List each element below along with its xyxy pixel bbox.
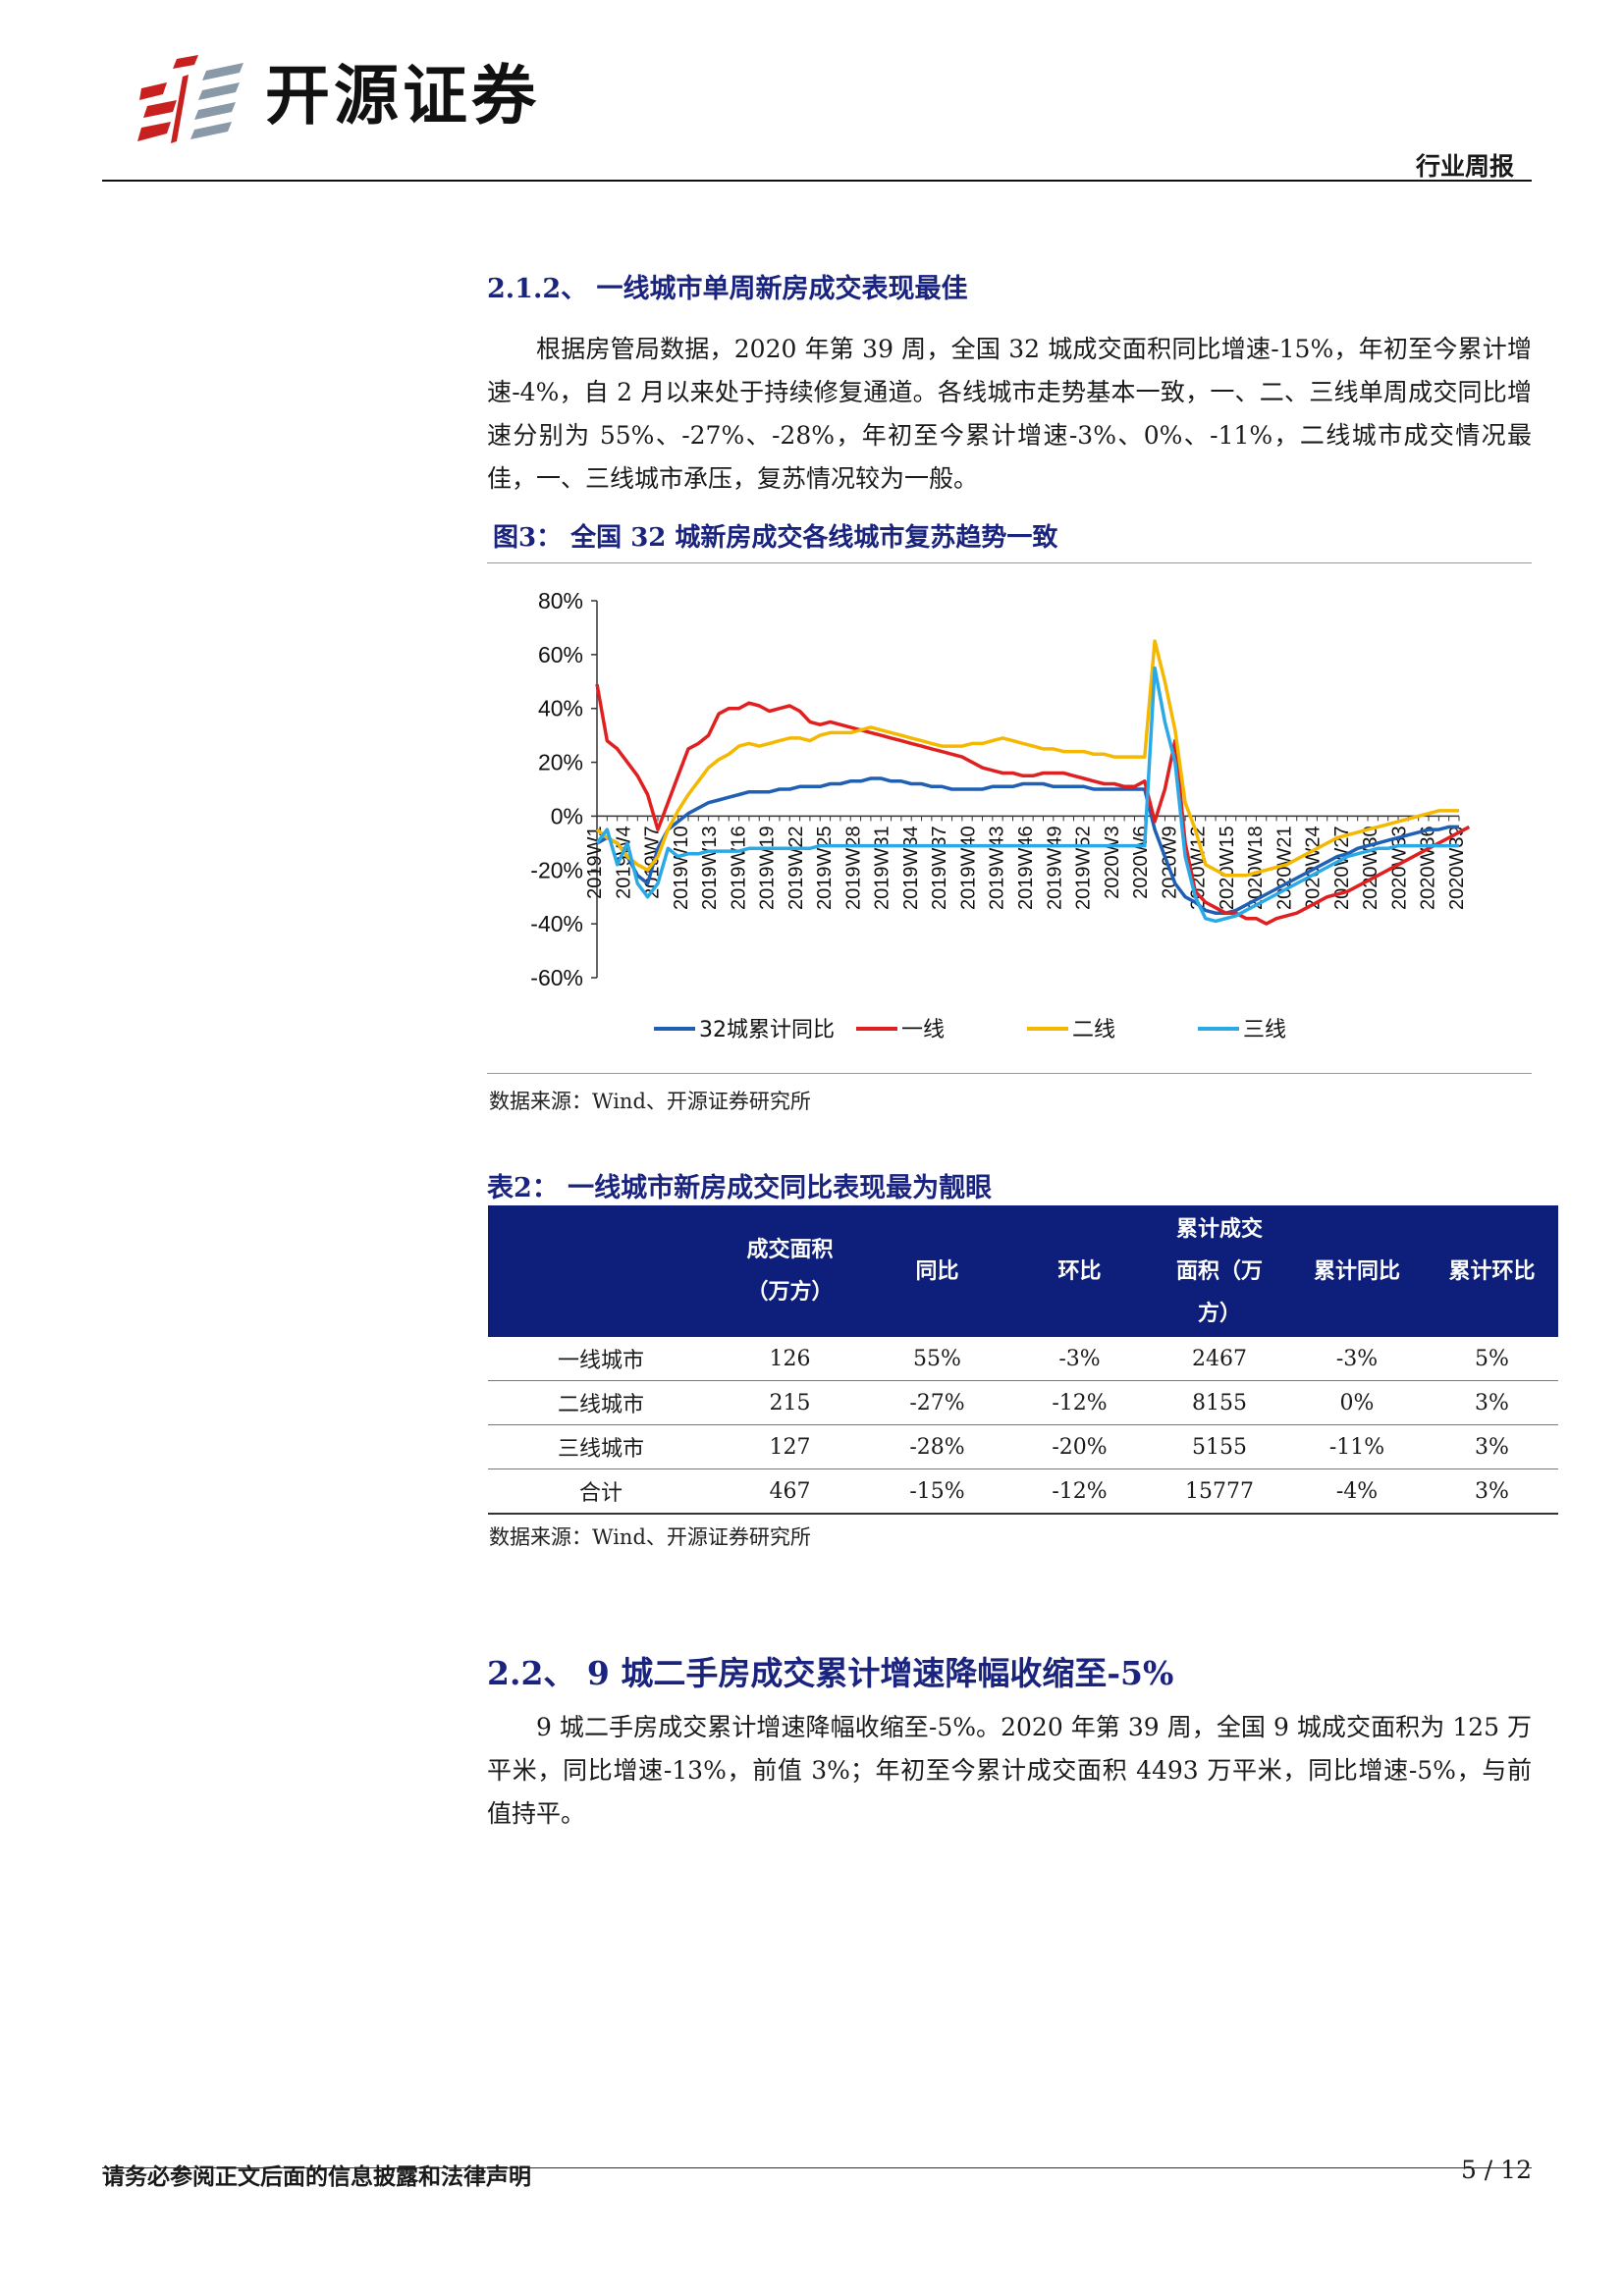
x-tick-label: 2019W28 bbox=[842, 826, 864, 910]
page-number: 5 / 12 bbox=[1460, 2156, 1532, 2184]
table-cell: 一线城市 bbox=[488, 1337, 714, 1381]
table-cell: 467 bbox=[714, 1468, 866, 1515]
table-cell: 8155 bbox=[1151, 1380, 1288, 1425]
table-cell: -28% bbox=[866, 1424, 1008, 1469]
table-header-cell: 成交面积（万方） bbox=[714, 1205, 866, 1337]
table-cell: 215 bbox=[714, 1380, 866, 1425]
x-tick-label: 2019W46 bbox=[1015, 826, 1037, 910]
table-cell: 55% bbox=[866, 1337, 1008, 1381]
table-cell: -3% bbox=[1008, 1337, 1151, 1381]
x-tick-label: 2020W15 bbox=[1217, 826, 1238, 910]
y-tick-label: 80% bbox=[538, 588, 583, 614]
company-logo bbox=[137, 55, 244, 143]
x-tick-label: 2019W37 bbox=[929, 826, 950, 910]
table-cell: 3% bbox=[1426, 1468, 1558, 1515]
table-row: 一线城市 126 55% -3% 2467 -3% 5% bbox=[488, 1337, 1558, 1381]
x-tick-label: 2019W1 bbox=[584, 826, 606, 899]
table-cell: -3% bbox=[1288, 1337, 1426, 1381]
legend-label: 32城累计同比 bbox=[699, 1018, 835, 1042]
table-cell: 二线城市 bbox=[488, 1380, 714, 1425]
table-cell: 2467 bbox=[1151, 1337, 1288, 1381]
y-tick-label: -20% bbox=[530, 857, 583, 882]
x-tick-label: 2019W13 bbox=[699, 826, 721, 910]
table-cell: -20% bbox=[1008, 1424, 1151, 1469]
table-cell: 合计 bbox=[488, 1468, 714, 1515]
x-tick-label: 2020W3 bbox=[1102, 826, 1123, 899]
table-header-cell: 同比 bbox=[866, 1205, 1008, 1337]
x-tick-label: 2019W10 bbox=[671, 826, 692, 910]
x-tick-label: 2020W36 bbox=[1418, 826, 1439, 910]
table-cell: 三线城市 bbox=[488, 1424, 714, 1469]
legend-label: 三线 bbox=[1243, 1018, 1286, 1042]
table-cell: -11% bbox=[1288, 1424, 1426, 1469]
table-title: 表2： 一线城市新房成交同比表现最为靓眼 bbox=[487, 1173, 993, 1203]
y-tick-label: -60% bbox=[530, 965, 583, 990]
x-tick-label: 2020W18 bbox=[1245, 826, 1267, 910]
x-tick-label: 2019W52 bbox=[1073, 826, 1095, 910]
figure-title: 图3： 全国 32 城新房成交各线城市复苏趋势一致 bbox=[487, 518, 1532, 563]
table-cell: 5% bbox=[1426, 1337, 1558, 1381]
x-tick-label: 2019W43 bbox=[987, 826, 1008, 910]
section-heading-22: 2.2、 9 城二手房成交累计增速降幅收缩至-5% bbox=[487, 1654, 1174, 1692]
data-table: 成交面积（万方） 同比 环比 累计成交面积（万方） 累计同比 累计环比 一线城市… bbox=[488, 1205, 1558, 1515]
table-cell: 0% bbox=[1288, 1380, 1426, 1425]
x-tick-label: 2019W19 bbox=[757, 826, 779, 910]
section-22-paragraph: 9 城二手房成交累计增速降幅收缩至-5%。2020 年第 39 周，全国 9 城… bbox=[487, 1713, 1532, 1828]
table-header-cell bbox=[488, 1205, 714, 1337]
section-heading-212: 2.1.2、 一线城市单周新房成交表现最佳 bbox=[487, 274, 968, 304]
y-tick-label: 60% bbox=[538, 642, 583, 667]
table-header-cell: 累计同比 bbox=[1288, 1205, 1426, 1337]
figure-bottom-rule bbox=[487, 1073, 1532, 1074]
series-line bbox=[595, 683, 1471, 926]
x-tick-label: 2019W49 bbox=[1044, 826, 1065, 910]
table-header-cell: 累计环比 bbox=[1426, 1205, 1558, 1337]
table-cell: 126 bbox=[714, 1337, 866, 1381]
series-line bbox=[595, 666, 1459, 924]
x-tick-label: 2020W6 bbox=[1130, 826, 1152, 899]
series-line bbox=[596, 776, 1459, 915]
table-source: 数据来源：Wind、开源证券研究所 bbox=[489, 1525, 811, 1549]
series-line bbox=[595, 639, 1459, 878]
brand-name: 开源证券 bbox=[265, 58, 540, 133]
x-tick-label: 2019W22 bbox=[785, 826, 807, 910]
table-cell: 5155 bbox=[1151, 1424, 1288, 1469]
header-rule bbox=[102, 180, 1532, 182]
y-tick-label: 20% bbox=[538, 750, 583, 775]
y-tick-label: 0% bbox=[551, 803, 583, 828]
table-cell: -12% bbox=[1008, 1468, 1151, 1515]
section-212-paragraph: 根据房管局数据，2020 年第 39 周，全国 32 城成交面积同比增速-15%… bbox=[487, 335, 1532, 493]
footer-disclaimer: 请务必参阅正文后面的信息披露和法律声明 bbox=[102, 2164, 531, 2190]
table-header-cell: 环比 bbox=[1008, 1205, 1151, 1337]
table-header-cell: 累计成交面积（万方） bbox=[1151, 1205, 1288, 1337]
table-cell: 15777 bbox=[1151, 1468, 1288, 1515]
x-tick-label: 2020W30 bbox=[1360, 826, 1381, 910]
figure-source: 数据来源：Wind、开源证券研究所 bbox=[489, 1090, 811, 1113]
table-row: 合计 467 -15% -12% 15777 -4% 3% bbox=[488, 1468, 1558, 1515]
line-chart: 80%60%40%20%0%-20%-40%-60%2019W1 2019W4 20… bbox=[530, 588, 1471, 1042]
y-tick-label: 40% bbox=[538, 696, 583, 721]
table-row: 三线城市 127 -28% -20% 5155 -11% 3% bbox=[488, 1424, 1558, 1469]
footer-rule bbox=[102, 2167, 1532, 2168]
report-type: 行业周报 bbox=[1415, 152, 1514, 181]
y-tick-label: -40% bbox=[530, 911, 583, 936]
x-tick-label: 2019W34 bbox=[900, 826, 922, 910]
x-tick-label: 2019W16 bbox=[728, 826, 749, 910]
x-tick-label: 2019W25 bbox=[814, 826, 836, 910]
legend-label: 二线 bbox=[1072, 1018, 1115, 1042]
legend-label: 一线 bbox=[901, 1018, 945, 1042]
table-row: 二线城市 215 -27% -12% 8155 0% 3% bbox=[488, 1380, 1558, 1425]
table-cell: -15% bbox=[866, 1468, 1008, 1515]
x-tick-label: 2020W27 bbox=[1331, 826, 1353, 910]
table-cell: 127 bbox=[714, 1424, 866, 1469]
x-tick-label: 2019W40 bbox=[957, 826, 979, 910]
table-cell: -12% bbox=[1008, 1380, 1151, 1425]
x-tick-label: 2019W31 bbox=[872, 826, 893, 910]
table-cell: 3% bbox=[1426, 1424, 1558, 1469]
section-212-body: 根据房管局数据，2020 年第 39 周，全国 32 城成交面积同比增速-15%… bbox=[487, 328, 1532, 501]
table-header-row: 成交面积（万方） 同比 环比 累计成交面积（万方） 累计同比 累计环比 bbox=[488, 1205, 1558, 1337]
table-cell: -27% bbox=[866, 1380, 1008, 1425]
table-cell: -4% bbox=[1288, 1468, 1426, 1515]
table-cell: 3% bbox=[1426, 1380, 1558, 1425]
section-22-body: 9 城二手房成交累计增速降幅收缩至-5%。2020 年第 39 周，全国 9 城… bbox=[487, 1706, 1532, 1836]
